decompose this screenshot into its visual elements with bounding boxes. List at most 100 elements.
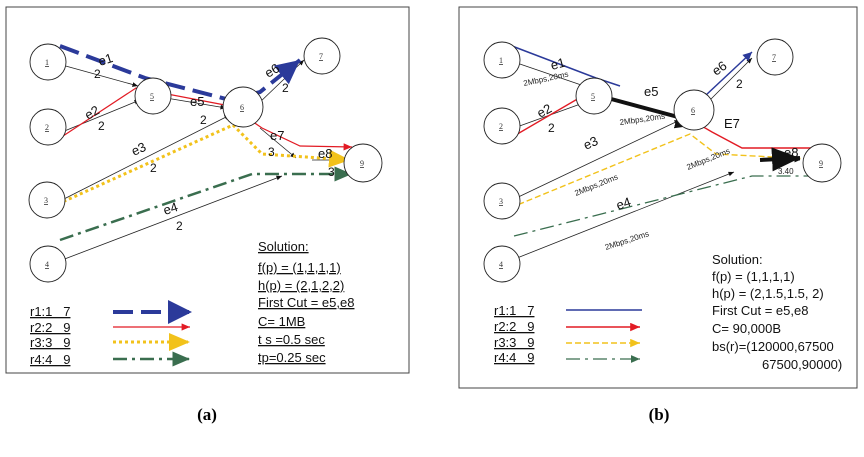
panel-a-nodes: 1 2 3 4 5 6 7 9 [28,37,383,283]
node-label: 3 [44,196,48,205]
node-circle [29,245,67,283]
bandwidth-label: 2Mbps,20ms [685,146,731,172]
edge-label: E7 [724,116,740,131]
panel-a-legend: r1:1 7 r2:2 9 r3:3 9 r4:4 9 [30,300,192,367]
node-circle [575,77,613,115]
solution-line-b: f(p) = (1,1,1,1) [712,269,795,284]
bandwidth-label: 2Mbps,20ms [604,229,650,252]
edge-label: e5 [190,94,204,109]
node-label: 2 [45,123,49,132]
node-label: 7 [319,52,323,61]
node-circle [483,245,521,283]
node-circle [483,107,521,145]
node-circle [673,89,715,131]
solution-line-b: C= 90,000B [712,321,781,336]
panel-a-solution: Solution: f(p) = (1,1,1,1) h(p) = (2,1,2… [258,239,354,365]
solution-line-b: First Cut = e5,e8 [712,303,808,318]
weight-label: 2 [98,119,105,133]
legend-label-r3-a: r3:3 9 [30,335,70,350]
edge-label: e3 [581,133,600,153]
weight-label: 2 [282,81,289,95]
panel-b-edge-labels: e1 e2 e3 e4 e5 e6 E7 e8 [534,55,798,213]
panel-b-weight-labels: 22 [548,77,743,135]
solution-title-a: Solution: [258,239,309,254]
node-label: 9 [819,159,823,168]
edge-label: e5 [644,84,658,99]
node-circle [28,181,66,219]
caption-a: (a) [197,405,217,424]
solution-line-a: h(p) = (2,1,2,2) [258,278,344,293]
solution-line-a: First Cut = e5,e8 [258,295,354,310]
panel-a-edges [59,59,345,261]
edge-label: e2 [534,101,554,121]
node-label: 1 [45,58,49,67]
bandwidth-label: 2Mbps,20ms [573,172,619,198]
weight-label: 2 [176,219,183,233]
node-label: 6 [240,103,244,112]
weight-label: 2 [200,113,207,127]
edge-value-label: 3.40 [778,167,794,176]
panel-b-solution: Solution: f(p) = (1,1,1,1) h(p) = (2,1.5… [712,252,842,372]
edge-label: e2 [82,102,102,122]
edge-label: e8 [784,145,798,160]
edge-label: e1 [96,50,114,69]
legend-label-r4-a: r4:4 9 [30,352,70,367]
node-circle [303,37,341,75]
legend-label-r2-a: r2:2 9 [30,320,70,335]
weight-label: 2 [150,161,157,175]
edge-label: e3 [129,139,148,159]
legend-label-r1-b: r1:1 7 [494,303,534,318]
solution-line-b: 67500,90000) [762,357,842,372]
edge-label: e4 [161,199,179,218]
legend-label-r2-b: r2:2 9 [494,319,534,334]
node-circle [343,143,383,183]
node-circle [222,86,264,128]
node-label: 1 [499,56,503,65]
node-label: 2 [499,122,503,131]
node-label: 6 [691,106,695,115]
node-label: 5 [591,92,595,101]
weight-label: 2 [736,77,743,91]
caption-b: (b) [649,405,670,424]
node-circle [29,43,67,81]
edge-label: e6 [709,58,729,79]
solution-line-b: h(p) = (2,1.5,1.5, 2) [712,286,824,301]
panel-b-nodes: 1 2 3 4 5 6 7 9 [483,38,842,283]
weight-label: 3 [268,145,275,159]
solution-line-a: f(p) = (1,1,1,1) [258,260,341,275]
legend-label-r1-a: r1:1 7 [30,304,70,319]
node-circle [29,108,67,146]
node-circle [483,182,521,220]
weight-label: 2 [548,121,555,135]
panel-a: 1 2 3 4 5 6 7 9 e1 e2 e3 e4 e5 e6 e7 e8 2 2 2 2 2 2 3 3 Solut… [5,6,410,374]
panel-a-edge-labels: e1 e2 e3 e4 e5 e6 e7 e8 [82,50,332,218]
bandwidth-label: 2Mbps,20ms [619,112,666,127]
legend-label-r4-b: r4:4 9 [494,350,534,365]
solution-line-a: tp=0.25 sec [258,350,326,365]
bandwidth-label: 2Mbps,20ms [523,70,570,88]
node-label: 7 [772,53,776,62]
panel-a-frame [5,6,410,374]
flow-r2-b [513,93,830,153]
node-label: 4 [499,260,503,269]
node-label: 5 [150,92,154,101]
bottleneck-e8-b [759,147,801,172]
flow-r4-a [59,166,352,242]
node-circle [756,38,794,76]
solution-title-b: Solution: [712,252,763,267]
edge-label: e4 [614,194,632,213]
legend-label-r3-b: r3:3 9 [494,335,534,350]
weight-label: 3 [328,165,335,179]
solution-line-b: bs(r)=(120000,67500 [712,339,834,354]
weight-label: 2 [94,67,101,81]
panel-a-weight-labels: 2 2 2 2 2 2 3 3 [94,67,335,233]
flow-r4-b [513,172,830,237]
node-circle [134,77,172,115]
edge-label: e6 [262,60,282,80]
solution-line-a: C= 1MB [258,314,305,329]
edge-label: e8 [318,146,332,161]
edge-label: e7 [270,128,284,143]
node-circle [802,143,842,183]
solution-line-a: t s =0.5 sec [258,332,325,347]
